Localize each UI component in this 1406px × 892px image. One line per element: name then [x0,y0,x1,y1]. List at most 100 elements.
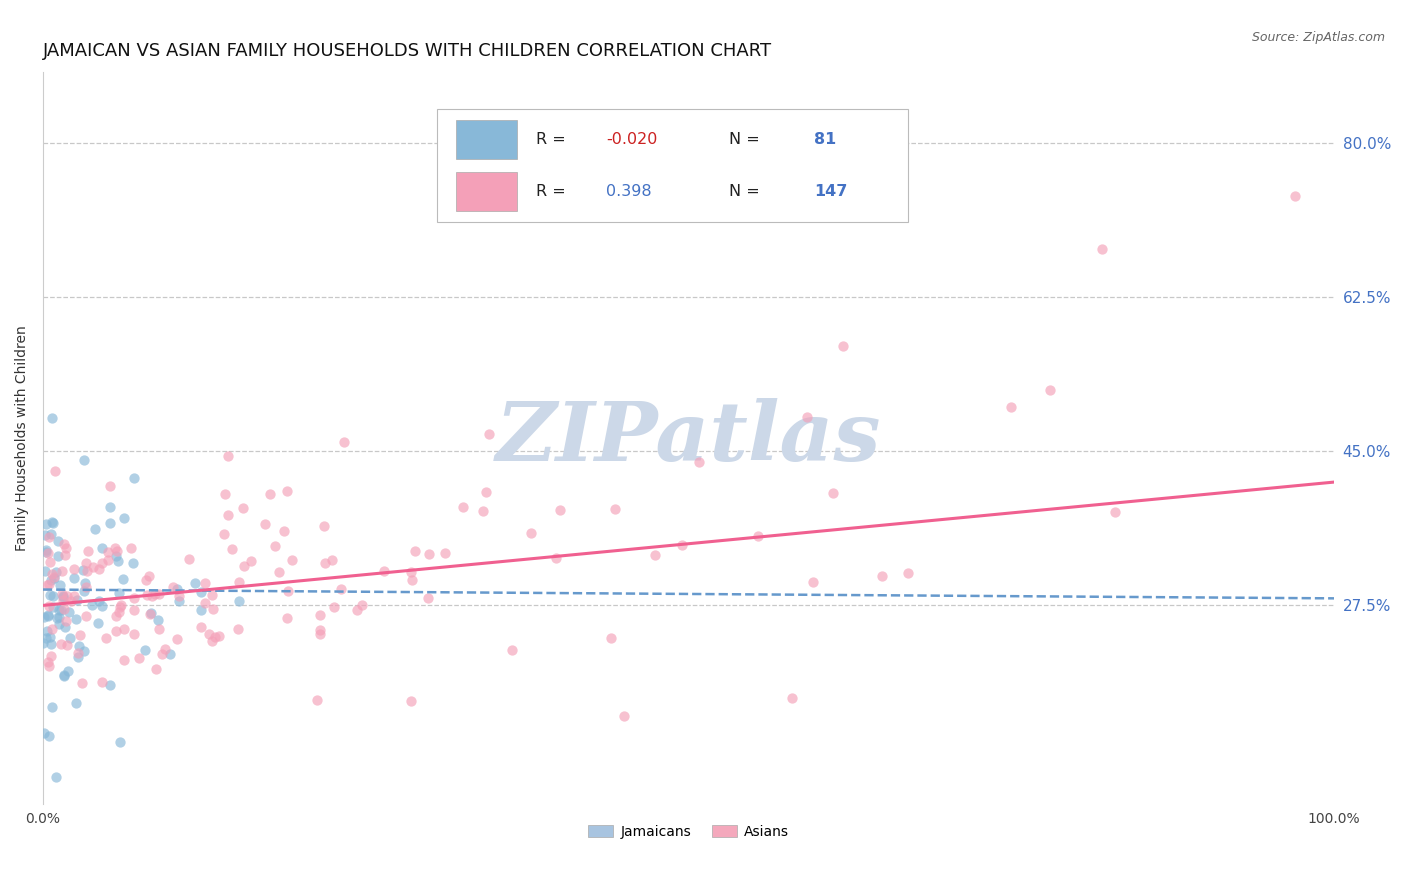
Point [60,594,83,608]
Point [212,527,235,541]
Point [35,578,58,592]
Point [308,607,330,622]
Point [48,617,70,632]
Point [217,449,239,463]
Point [153,642,176,657]
Point [39,526,62,541]
Point [89,562,111,576]
Point [145,663,167,677]
Point [37,655,59,669]
Point [474,484,496,499]
Point [97,553,120,567]
Point [329,582,352,597]
Point [38,599,60,613]
Point [194,596,217,610]
Point [103,541,125,556]
Point [41,699,63,714]
Point [112,511,135,525]
Point [323,599,346,614]
Point [73,584,96,599]
Point [46,611,69,625]
Point [143,587,166,601]
Point [166,632,188,647]
Point [134,643,156,657]
Point [91,674,114,689]
Point [471,504,494,518]
Point [305,692,328,706]
Point [63,590,86,604]
Point [232,559,254,574]
Point [46,549,69,563]
Point [53,548,76,562]
Point [105,609,128,624]
Point [35,624,58,638]
Point [41,410,63,425]
Point [38,630,60,644]
Point [872,569,894,583]
Point [167,589,190,603]
Point [190,620,212,634]
Point [780,690,803,705]
Point [87,594,110,608]
Point [41,573,63,587]
Point [346,603,368,617]
Point [399,565,422,579]
Point [72,563,94,577]
Point [273,524,295,539]
Point [605,501,627,516]
Point [55,638,77,652]
Point [150,647,173,661]
Point [228,574,250,589]
Point [801,575,824,590]
Point [201,602,224,616]
Point [401,694,423,708]
Point [1104,505,1126,519]
Point [69,627,91,641]
Point [38,576,60,591]
Point [51,587,73,601]
Point [350,599,373,613]
Point [94,631,117,645]
Point [167,594,190,608]
Point [418,547,440,561]
Point [433,546,456,560]
Point [52,589,75,603]
Point [112,653,135,667]
Point [49,578,72,592]
Point [76,564,98,578]
Point [98,516,121,530]
Point [35,516,58,531]
Y-axis label: Family Households with Children: Family Households with Children [15,326,30,551]
Point [259,487,281,501]
Point [32,726,55,740]
Point [110,735,132,749]
Point [65,697,87,711]
Point [67,640,90,654]
Point [135,588,157,602]
Point [77,544,100,558]
Point [214,486,236,500]
Point [35,542,58,557]
Point [451,500,474,514]
Point [80,599,103,613]
Point [105,543,128,558]
Point [75,576,97,591]
Point [401,573,423,587]
Point [796,409,818,424]
Point [41,622,63,636]
Point [897,566,920,580]
Point [38,730,60,744]
Point [1000,400,1022,414]
Point [139,607,162,622]
Point [108,586,131,600]
Point [519,526,541,541]
Point [42,571,65,585]
Point [42,600,65,615]
Point [228,594,250,608]
Point [38,588,60,602]
Point [37,608,59,623]
Point [416,591,439,605]
Point [41,515,63,529]
Point [373,564,395,578]
Point [53,669,76,683]
